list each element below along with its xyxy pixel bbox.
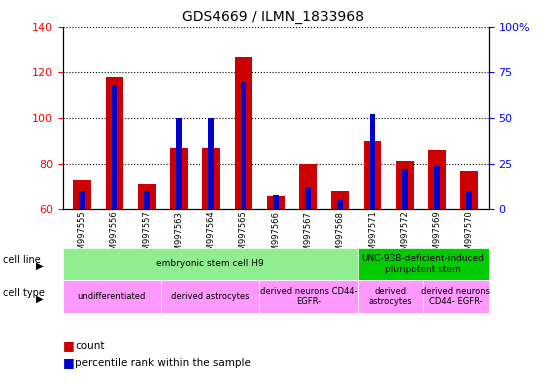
Bar	[144, 191, 150, 346]
Text: ■: ■	[63, 339, 75, 352]
Bar	[73, 180, 91, 346]
Text: percentile rank within the sample: percentile rank within the sample	[75, 358, 251, 368]
Text: derived neurons CD44-
EGFR-: derived neurons CD44- EGFR-	[260, 287, 357, 306]
Text: embryonic stem cell H9: embryonic stem cell H9	[156, 260, 264, 268]
Text: count: count	[75, 341, 105, 351]
Bar	[105, 77, 123, 346]
Text: cell type: cell type	[3, 288, 45, 298]
Bar	[170, 148, 188, 346]
Bar	[428, 150, 446, 346]
Bar	[209, 118, 214, 346]
Text: derived
astrocytes: derived astrocytes	[369, 287, 412, 306]
Text: cell line: cell line	[3, 255, 40, 265]
Bar	[305, 187, 311, 346]
Bar	[331, 191, 349, 346]
Bar	[370, 114, 376, 346]
Bar	[176, 118, 182, 346]
Bar	[364, 141, 382, 346]
Bar	[299, 164, 317, 346]
Bar	[79, 191, 85, 346]
Text: derived astrocytes: derived astrocytes	[171, 292, 250, 301]
Text: ▶: ▶	[35, 261, 43, 271]
Bar	[434, 166, 440, 346]
Bar	[235, 56, 252, 346]
Bar	[402, 169, 408, 346]
Bar	[460, 170, 478, 346]
Text: undifferentiated: undifferentiated	[78, 292, 146, 301]
Bar	[111, 85, 117, 346]
Text: ■: ■	[63, 356, 75, 369]
Bar	[203, 148, 220, 346]
Bar	[396, 161, 414, 346]
Text: UNC-93B-deficient-induced
pluripotent stem: UNC-93B-deficient-induced pluripotent st…	[361, 254, 485, 274]
Text: ▶: ▶	[35, 293, 43, 304]
Bar	[241, 81, 246, 346]
Bar	[267, 195, 284, 346]
Bar	[273, 195, 278, 346]
Text: derived neurons
CD44- EGFR-: derived neurons CD44- EGFR-	[422, 287, 490, 306]
Bar	[337, 200, 343, 346]
Bar	[138, 184, 156, 346]
Text: GDS4669 / ILMN_1833968: GDS4669 / ILMN_1833968	[182, 10, 364, 23]
Bar	[466, 191, 472, 346]
